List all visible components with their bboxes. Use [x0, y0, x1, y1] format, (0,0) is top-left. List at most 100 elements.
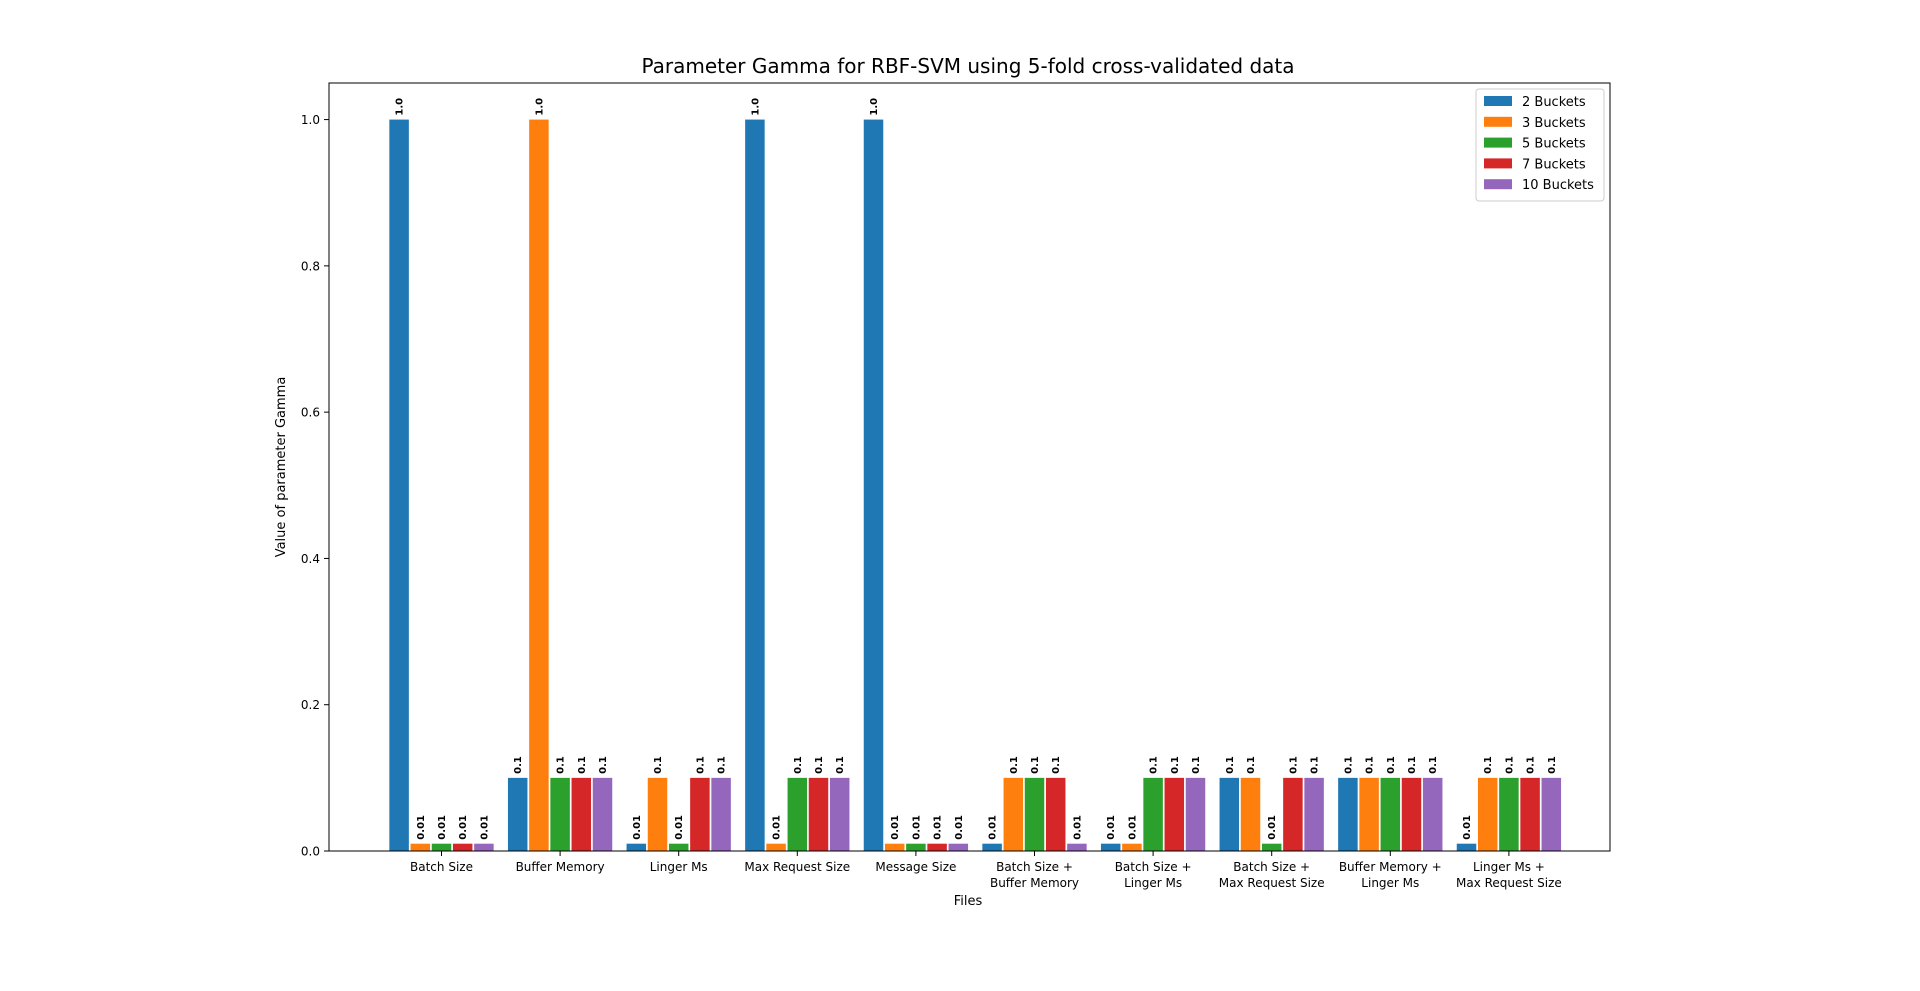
- legend-label: 2 Buckets: [1522, 95, 1586, 110]
- data-label: 0.1: [1310, 756, 1321, 774]
- bar: [927, 843, 947, 851]
- data-label: 0.1: [793, 756, 804, 774]
- bar: [808, 777, 829, 851]
- data-label: 0.01: [1267, 815, 1278, 840]
- bar: [1067, 843, 1087, 851]
- data-label: 0.1: [717, 756, 728, 774]
- data-label: 0.1: [695, 756, 706, 774]
- data-label: 0.01: [933, 815, 944, 840]
- bar: [1045, 777, 1066, 851]
- x-tick-label: Buffer Memory: [990, 876, 1079, 890]
- x-tick-label: Buffer Memory: [516, 860, 605, 874]
- legend-swatch: [1484, 158, 1512, 169]
- bar: [647, 777, 668, 851]
- bar: [1100, 843, 1121, 851]
- x-tick-label: Max Request Size: [744, 860, 850, 874]
- data-label: 0.01: [674, 815, 685, 840]
- bar: [1122, 843, 1142, 851]
- x-tick-label: Batch Size +: [1233, 860, 1310, 874]
- y-tick-label: 0.6: [301, 406, 320, 420]
- bar: [745, 119, 765, 851]
- bar: [766, 843, 786, 851]
- bar: [829, 777, 850, 851]
- bar: [389, 119, 409, 851]
- data-label: 0.1: [1386, 756, 1397, 774]
- bar: [690, 777, 710, 851]
- x-tick-label: Linger Ms: [1124, 876, 1182, 890]
- bar: [1024, 777, 1045, 851]
- legend-label: 3 Buckets: [1522, 116, 1586, 131]
- x-tick-label: Batch Size: [410, 860, 473, 874]
- x-tick-label: Linger Ms +: [1473, 860, 1545, 874]
- bar: [948, 843, 969, 851]
- data-label: 0.01: [988, 815, 999, 840]
- data-label: 0.1: [1428, 756, 1439, 774]
- data-label: 0.1: [1246, 756, 1257, 774]
- bar: [1359, 777, 1379, 851]
- bars-layer: [389, 119, 1562, 851]
- bar: [1219, 777, 1240, 851]
- legend-label: 10 Buckets: [1522, 178, 1594, 193]
- bar: [1261, 843, 1282, 851]
- bar: [863, 119, 884, 851]
- bar: [592, 777, 613, 851]
- bar: [571, 777, 592, 851]
- y-axis-title: Value of parameter Gamma: [274, 377, 289, 558]
- bar: [1304, 777, 1324, 851]
- x-tick-label: Linger Ms: [1361, 876, 1419, 890]
- data-label: 0.1: [1407, 756, 1418, 774]
- plot-area-frame: [328, 82, 1611, 852]
- bar: [431, 843, 452, 851]
- bar: [452, 843, 473, 851]
- bar: [474, 843, 494, 851]
- data-label: 0.1: [835, 756, 846, 774]
- legend-label: 7 Buckets: [1522, 157, 1586, 172]
- data-label: 0.1: [1483, 756, 1494, 774]
- x-axis: Batch Size Buffer Memory Linger Ms Max Requ…: [410, 851, 1562, 890]
- bar: [1499, 777, 1519, 851]
- data-label: 0.1: [1030, 756, 1041, 774]
- data-label: 0.1: [577, 756, 588, 774]
- data-label: 0.01: [911, 815, 922, 840]
- data-label: 0.01: [954, 815, 965, 840]
- data-label: 0.1: [1288, 756, 1299, 774]
- bar: [711, 777, 731, 851]
- bar: [1143, 777, 1163, 851]
- y-tick-label: 0.2: [301, 698, 320, 712]
- y-tick-label: 1.0: [301, 113, 320, 127]
- legend: 2 Buckets 3 Buckets 5 Buckets 7 Buckets 10 B…: [1475, 88, 1605, 202]
- x-tick-label: Buffer Memory +: [1339, 860, 1442, 874]
- data-label: 0.1: [1149, 756, 1160, 774]
- bar: [668, 843, 689, 851]
- y-tick-label: 0.8: [301, 259, 320, 273]
- x-tick-label: Message Size: [875, 860, 956, 874]
- data-label: 0.1: [1009, 756, 1020, 774]
- data-label: 0.1: [598, 756, 609, 774]
- data-label: 0.01: [479, 815, 490, 840]
- x-tick-label: Max Request Size: [1456, 876, 1562, 890]
- bar: [884, 843, 905, 851]
- data-label: 1.0: [750, 98, 761, 116]
- bar: [1422, 777, 1443, 851]
- data-label: 0.01: [890, 815, 901, 840]
- x-tick-label: Linger Ms: [650, 860, 708, 874]
- bar: [1185, 777, 1206, 851]
- data-label: 0.01: [458, 815, 469, 840]
- data-label: 0.1: [814, 756, 825, 774]
- y-axis: 0.0 0.2 0.4 0.6 0.8 1.0: [301, 113, 329, 859]
- data-label: 1.0: [534, 98, 545, 116]
- bar: [1003, 777, 1024, 851]
- bar: [1338, 777, 1358, 851]
- bar: [529, 119, 549, 851]
- legend-swatch: [1484, 137, 1512, 148]
- data-label: 0.1: [1365, 756, 1376, 774]
- data-label: 0.01: [1462, 815, 1473, 840]
- bar: [507, 777, 528, 851]
- x-tick-label: Max Request Size: [1219, 876, 1325, 890]
- legend-swatch: [1484, 179, 1512, 190]
- bar: [1164, 777, 1185, 851]
- data-label: 0.01: [772, 815, 783, 840]
- bar: [1520, 777, 1540, 851]
- bar: [1283, 777, 1303, 851]
